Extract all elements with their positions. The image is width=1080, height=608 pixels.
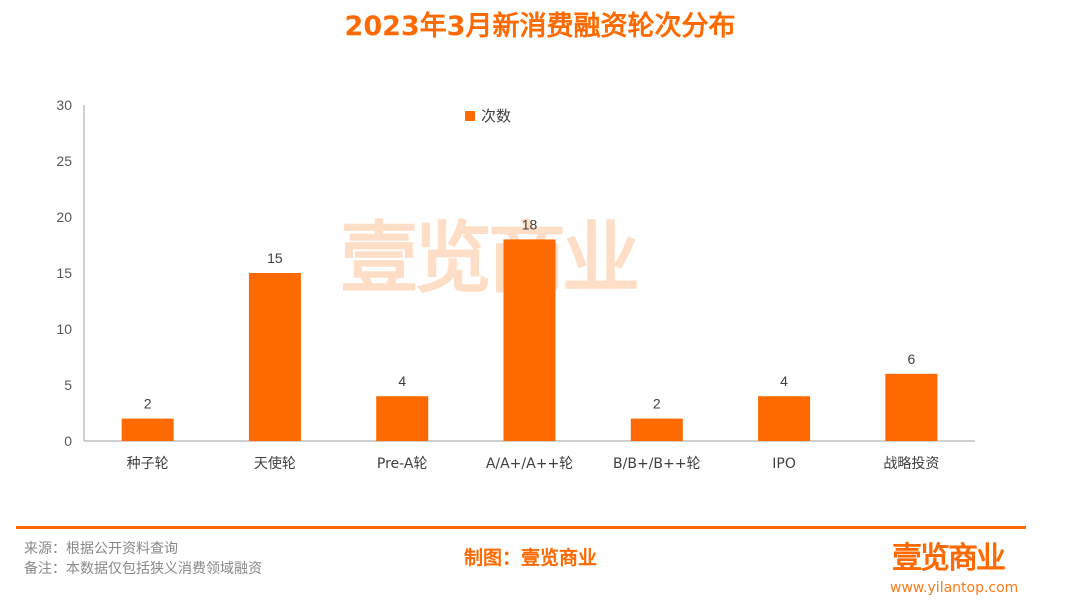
data-label: 2 (653, 396, 661, 412)
legend-label: 次数 (481, 107, 511, 125)
bar-3 (503, 239, 556, 441)
bar-0 (121, 418, 174, 441)
footer-divider (16, 526, 1026, 529)
legend-swatch (465, 111, 475, 121)
remark-note: 备注：本数据仅包括狭义消费领域融资 (24, 561, 262, 577)
data-label: 4 (398, 373, 406, 389)
x-tick-label: B/B+/B++轮 (613, 456, 700, 472)
data-label: 2 (144, 396, 152, 412)
x-tick-label: 种子轮 (127, 456, 169, 472)
maker-credit: 制图：壹览商业 (464, 547, 598, 569)
y-tick-label: 25 (56, 153, 72, 169)
x-tick-label: 天使轮 (254, 455, 296, 472)
bar-1 (248, 273, 301, 441)
data-label: 6 (907, 351, 915, 367)
bar-4 (630, 418, 683, 441)
data-label: 18 (522, 216, 538, 232)
y-tick-label: 15 (56, 265, 72, 281)
data-label: 15 (267, 250, 283, 266)
data-label: 4 (780, 373, 788, 389)
bar-2 (376, 396, 429, 441)
y-tick-label: 5 (64, 377, 72, 393)
website-url: www.yilantop.com (890, 580, 1019, 596)
watermark: 壹览商业 (340, 214, 640, 304)
y-tick-label: 0 (64, 433, 72, 449)
bar-chart: 0 5 10 15 20 25 30 2 种子轮 15 天使轮 4 Pre-A轮 18 A/A+/A++轮 2… (56, 97, 975, 472)
x-tick-label: IPO (772, 456, 796, 472)
x-tick-label: A/A+/A++轮 (486, 456, 573, 472)
chart-title: 2023年3月新消费融资轮次分布 (344, 11, 736, 42)
y-tick-label: 30 (56, 97, 72, 113)
y-tick-label: 20 (56, 209, 72, 225)
brand-logo: 壹览商业 (892, 541, 1006, 576)
bar-6 (885, 373, 938, 441)
x-tick-label: Pre-A轮 (377, 456, 428, 472)
x-tick-label: 战略投资 (883, 456, 939, 472)
y-tick-label: 10 (56, 321, 72, 337)
source-note: 来源：根据公开资料查询 (24, 541, 178, 557)
bar-5 (758, 396, 811, 441)
